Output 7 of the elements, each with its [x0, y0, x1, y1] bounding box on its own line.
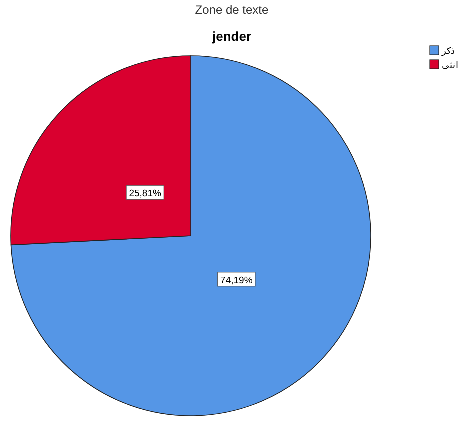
- chart-subtitle: Zone de texte: [195, 3, 270, 17]
- pie-slice: [10, 56, 372, 416]
- data-label: 25,81%: [129, 188, 162, 200]
- data-label: 74,19%: [220, 275, 254, 286]
- chart-title: jender: [211, 29, 252, 44]
- legend-label: ذكر: [441, 46, 455, 57]
- legend-label: انثى: [442, 60, 459, 70]
